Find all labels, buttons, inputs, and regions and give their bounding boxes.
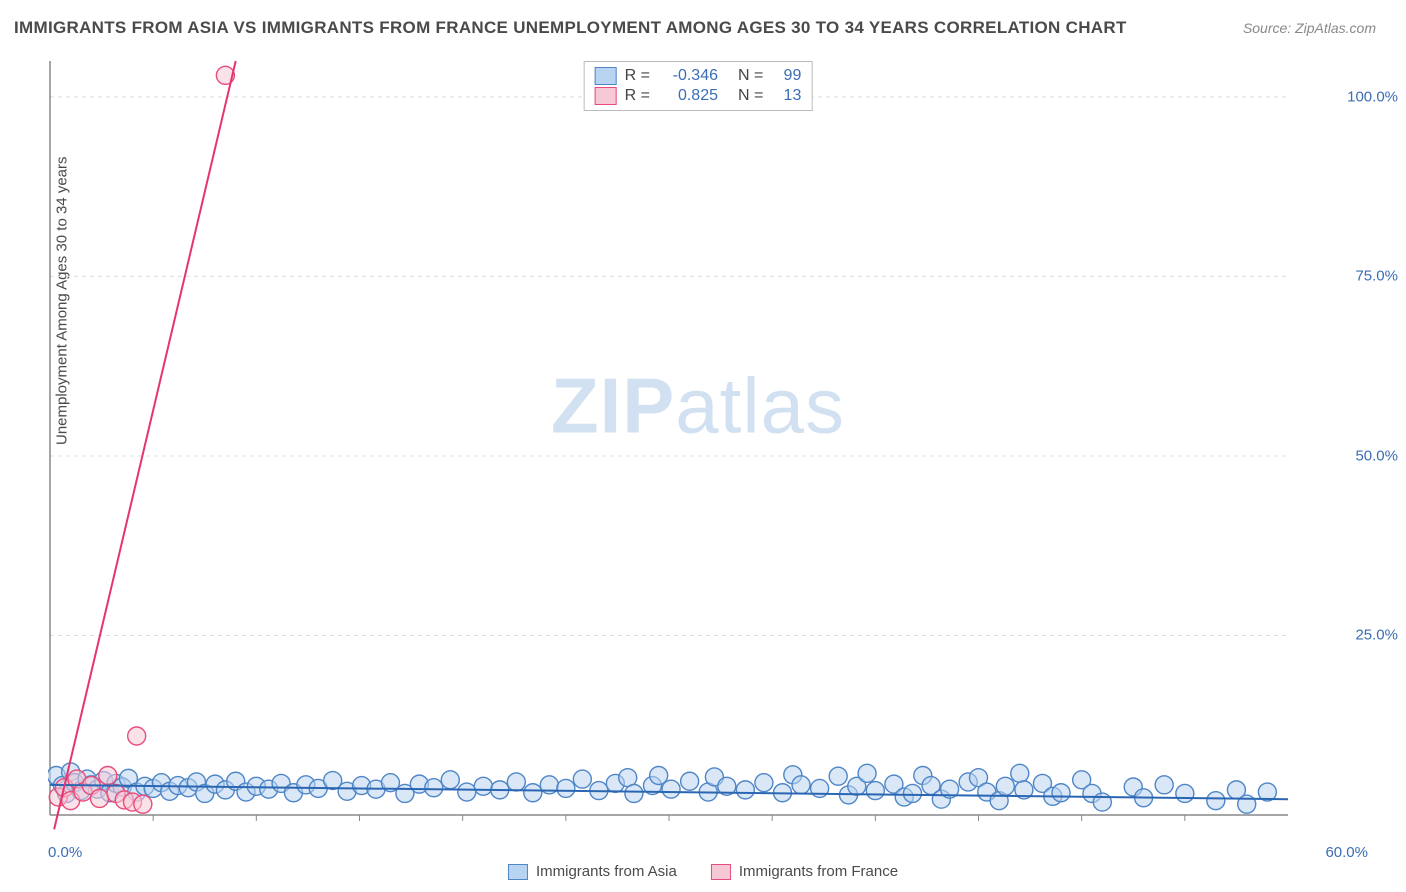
series-legend: Immigrants from Asia Immigrants from Fran… — [508, 863, 898, 880]
r-label: R = — [625, 67, 650, 85]
legend-swatch — [595, 87, 617, 105]
correlation-legend: R = -0.346 N = 99 R = 0.825 N = 13 — [584, 61, 813, 111]
legend-label: Immigrants from Asia — [536, 863, 677, 880]
x-axis-tick-end: 60.0% — [1325, 844, 1368, 861]
x-axis-tick-start: 0.0% — [48, 844, 82, 861]
y-axis-tick: 50.0% — [1355, 447, 1398, 464]
r-value: -0.346 — [660, 67, 718, 85]
y-axis-tick: 25.0% — [1355, 627, 1398, 644]
legend-item: Immigrants from France — [711, 863, 898, 880]
n-value: 99 — [773, 67, 801, 85]
y-axis-tick: 75.0% — [1355, 268, 1398, 285]
source-label: Source: ZipAtlas.com — [1243, 20, 1376, 36]
legend-label: Immigrants from France — [739, 863, 898, 880]
n-label: N = — [738, 67, 763, 85]
r-label: R = — [625, 87, 650, 105]
y-axis-tick: 100.0% — [1347, 88, 1398, 105]
legend-row: R = -0.346 N = 99 — [595, 66, 802, 86]
n-value: 13 — [773, 87, 801, 105]
n-label: N = — [738, 87, 763, 105]
r-value: 0.825 — [660, 87, 718, 105]
legend-swatch — [508, 864, 528, 880]
chart-title: IMMIGRANTS FROM ASIA VS IMMIGRANTS FROM … — [14, 18, 1127, 38]
legend-row: R = 0.825 N = 13 — [595, 86, 802, 106]
chart-area: Unemployment Among Ages 30 to 34 years Z… — [48, 55, 1348, 835]
legend-swatch — [595, 67, 617, 85]
scatter-plot — [48, 55, 1348, 835]
legend-swatch — [711, 864, 731, 880]
legend-item: Immigrants from Asia — [508, 863, 677, 880]
